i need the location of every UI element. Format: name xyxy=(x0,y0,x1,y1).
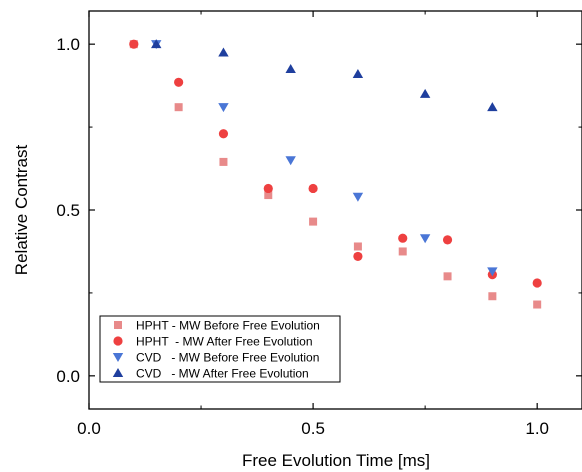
legend-marker xyxy=(113,336,123,346)
data-point xyxy=(174,103,183,112)
legend: HPHT - MW Before Free Evolution HPHT - MW… xyxy=(99,315,341,383)
data-point xyxy=(532,278,542,288)
data-point xyxy=(487,267,498,277)
data-point xyxy=(419,88,431,98)
data-point xyxy=(219,157,228,166)
legend-marker xyxy=(112,368,124,377)
data-point xyxy=(285,156,296,166)
data-point xyxy=(487,102,498,112)
data-point xyxy=(488,292,497,301)
data-point xyxy=(442,235,453,245)
y-tick-label: 1.0 xyxy=(56,35,80,54)
x-axis-title: Free Evolution Time [ms] xyxy=(242,451,430,470)
axes: 0.0 0.5 1.0 0.0 0.5 1.0 xyxy=(56,11,582,438)
data-point xyxy=(443,272,452,281)
data-point xyxy=(352,69,364,79)
data-point xyxy=(129,39,139,49)
data-points xyxy=(129,39,542,309)
data-point xyxy=(218,129,229,139)
legend-marker xyxy=(112,353,124,362)
legend-label: CVD - MW After Free Evolution xyxy=(136,367,309,381)
data-point xyxy=(285,64,296,74)
legend-marker xyxy=(114,321,122,329)
x-tick-label: 0.5 xyxy=(301,419,325,438)
data-point xyxy=(218,47,229,57)
x-tick-label: 0.0 xyxy=(77,419,101,438)
legend-label: CVD - MW Before Free Evolution xyxy=(136,351,319,365)
y-tick-label: 0.0 xyxy=(56,367,80,386)
y-axis-title: Relative Contrast xyxy=(12,145,31,276)
x-tick-label: 1.0 xyxy=(525,419,549,438)
data-point xyxy=(218,103,229,113)
data-point xyxy=(398,247,407,256)
data-point xyxy=(309,217,318,226)
data-point xyxy=(174,77,184,87)
legend-label: HPHT - MW Before Free Evolution xyxy=(136,319,320,333)
data-point xyxy=(352,192,364,202)
legend-box xyxy=(99,315,341,383)
data-point xyxy=(263,183,273,194)
data-point xyxy=(151,39,162,49)
data-point xyxy=(308,183,318,194)
data-point xyxy=(533,300,542,309)
data-point xyxy=(353,242,362,251)
data-point xyxy=(353,251,363,262)
data-point xyxy=(419,234,431,244)
data-point xyxy=(398,233,408,243)
legend-label: HPHT - MW After Free Evolution xyxy=(136,335,313,349)
data-point xyxy=(264,191,273,200)
y-tick-label: 0.5 xyxy=(56,201,80,220)
